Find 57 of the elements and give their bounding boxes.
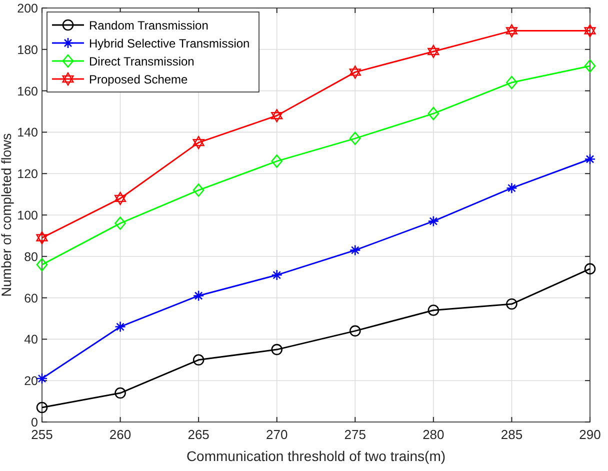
point bbox=[506, 76, 518, 90]
point bbox=[506, 182, 518, 194]
point bbox=[349, 66, 361, 79]
y-tick-label: 140 bbox=[17, 126, 38, 140]
y-tick-label: 100 bbox=[17, 208, 38, 222]
y-tick-label: 180 bbox=[17, 42, 38, 57]
point bbox=[271, 109, 283, 122]
legend-label: Direct Transmission bbox=[89, 54, 194, 68]
x-tick-label: 280 bbox=[422, 427, 444, 442]
point bbox=[114, 387, 126, 399]
point bbox=[428, 304, 440, 316]
point bbox=[349, 132, 361, 146]
point bbox=[349, 325, 361, 337]
point bbox=[506, 24, 518, 38]
point bbox=[36, 402, 48, 414]
point bbox=[428, 216, 440, 227]
y-tick-label: 0 bbox=[31, 416, 38, 430]
point bbox=[192, 290, 204, 302]
x-tick-label: 290 bbox=[579, 427, 601, 442]
y-tick-label: 120 bbox=[17, 167, 38, 182]
x-tick-label: 275 bbox=[344, 427, 366, 442]
point bbox=[114, 216, 126, 230]
point bbox=[114, 192, 126, 206]
y-tick-label: 160 bbox=[17, 84, 38, 98]
point bbox=[584, 59, 596, 73]
x-tick-label: 260 bbox=[109, 427, 132, 442]
y-tick-label: 40 bbox=[24, 332, 38, 347]
point bbox=[584, 24, 596, 38]
point bbox=[36, 231, 48, 244]
x-tick-label: 285 bbox=[500, 427, 523, 442]
point bbox=[584, 153, 596, 165]
x-tick-label: 255 bbox=[31, 427, 53, 442]
x-tick-label: 270 bbox=[266, 427, 288, 442]
x-tick-label: 265 bbox=[188, 427, 210, 442]
point bbox=[192, 136, 204, 150]
point bbox=[192, 354, 204, 366]
point bbox=[271, 154, 283, 168]
y-axis-title: Number of completed flows bbox=[0, 132, 14, 297]
point bbox=[349, 244, 361, 256]
y-tick-label: 80 bbox=[24, 250, 38, 264]
y-tick-label: 200 bbox=[17, 2, 38, 16]
point bbox=[584, 263, 596, 274]
legend-label: Hybrid Selective Transmission bbox=[89, 36, 250, 50]
point bbox=[36, 372, 48, 384]
point bbox=[428, 44, 440, 58]
y-tick-label: 20 bbox=[24, 374, 38, 388]
legend-label: Random Transmission bbox=[89, 18, 208, 32]
point bbox=[428, 106, 440, 120]
point bbox=[506, 298, 518, 310]
point bbox=[192, 184, 204, 197]
point bbox=[271, 269, 283, 281]
x-axis-title: Communication threshold of two trains(m) bbox=[186, 448, 446, 464]
legend-label: Proposed Scheme bbox=[89, 72, 188, 86]
y-tick-label: 60 bbox=[24, 291, 38, 306]
point bbox=[36, 258, 48, 272]
point bbox=[271, 344, 283, 356]
point bbox=[114, 321, 126, 332]
